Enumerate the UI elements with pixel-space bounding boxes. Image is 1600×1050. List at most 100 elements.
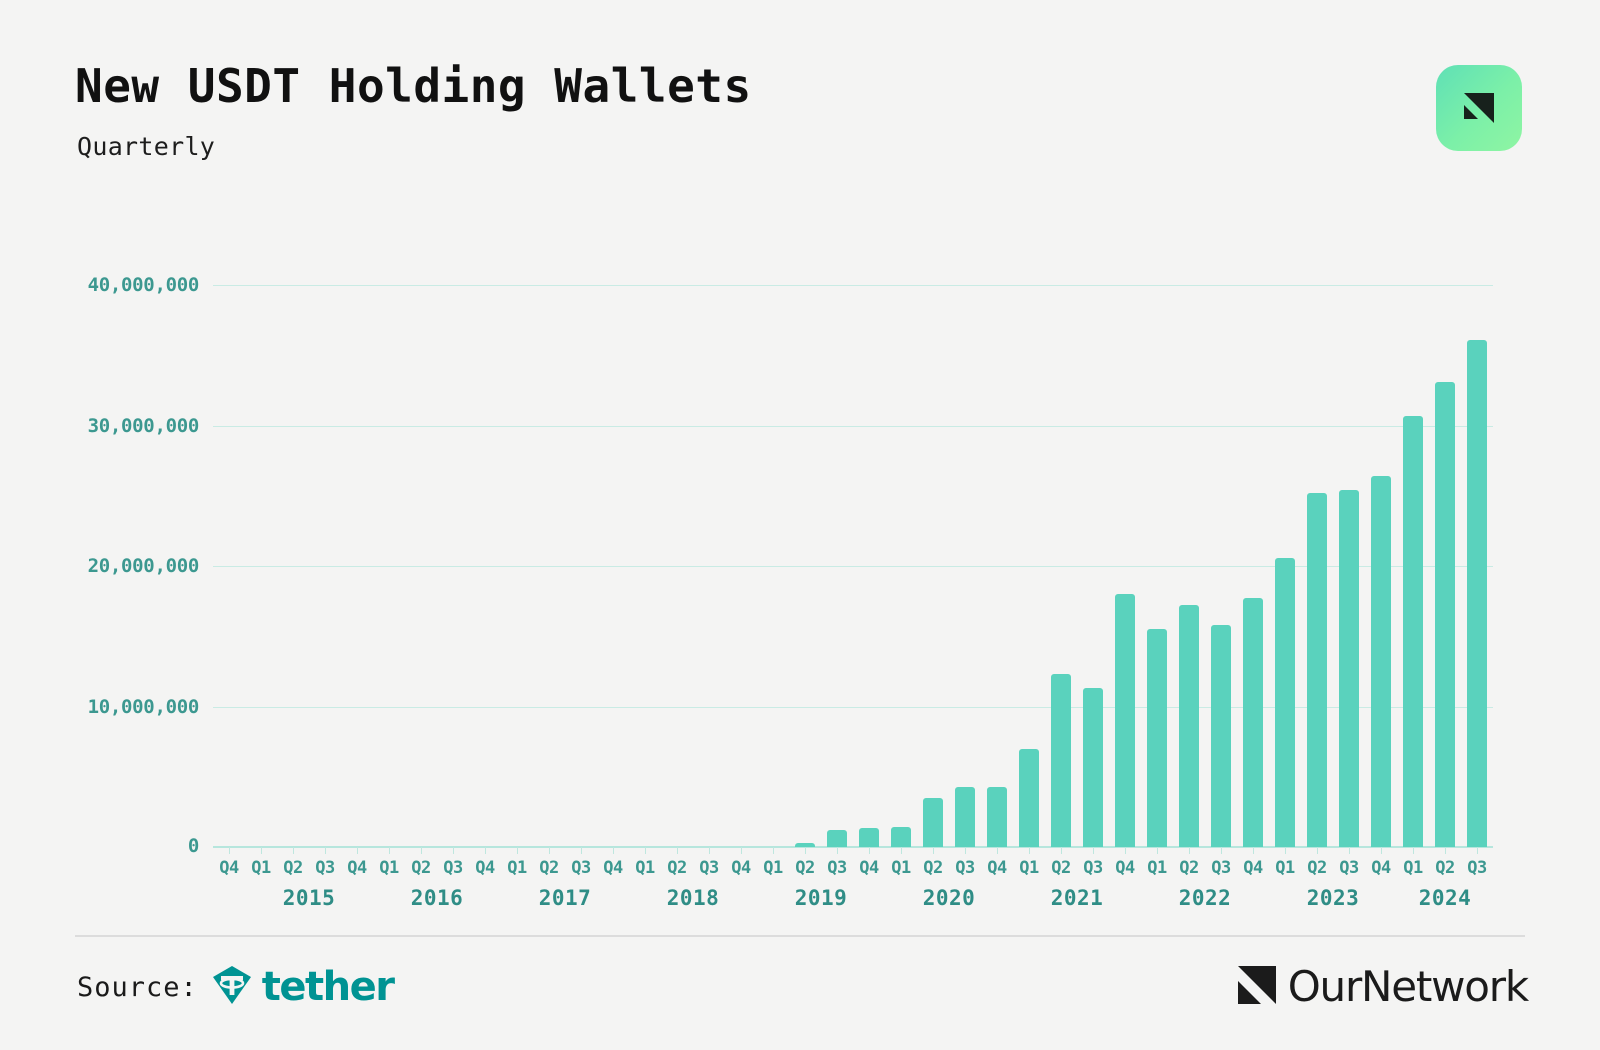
x-quarter-label: Q3: [827, 858, 847, 878]
bar[interactable]: [1211, 625, 1231, 847]
tether-wordmark: tether: [261, 964, 395, 1010]
bar[interactable]: [1307, 492, 1327, 847]
bar-slot: [309, 285, 341, 847]
bar[interactable]: [1371, 476, 1391, 847]
x-tick: [661, 847, 693, 857]
x-tick-mark: [965, 847, 966, 854]
x-tick: [1077, 847, 1109, 857]
gridline-30m: 30,000,000: [88, 415, 1493, 437]
gridline-10m: 10,000,000: [88, 696, 1493, 718]
x-tick: [693, 847, 725, 857]
bar[interactable]: [1435, 381, 1455, 847]
x-quarter-label: Q1: [891, 858, 911, 878]
bar[interactable]: [795, 842, 815, 847]
bar-slot: [1237, 285, 1269, 847]
bar[interactable]: [1019, 748, 1039, 847]
bar[interactable]: [1339, 490, 1359, 847]
bar-slot: [757, 285, 789, 847]
x-year-label: 2018: [666, 886, 720, 910]
x-quarter-label: Q3: [1467, 858, 1487, 878]
x-quarter-label: Q2: [667, 858, 687, 878]
x-year-label: 2020: [922, 886, 976, 910]
x-tick: [1173, 847, 1205, 857]
x-tick-mark: [581, 847, 582, 854]
bar[interactable]: [827, 830, 847, 847]
x-quarter-label: Q3: [699, 858, 719, 878]
bar[interactable]: [1179, 605, 1199, 847]
bar[interactable]: [1051, 674, 1071, 847]
x-tick-mark: [1157, 847, 1158, 854]
x-tick-mark: [293, 847, 294, 854]
x-quarter-label: Q2: [795, 858, 815, 878]
bar[interactable]: [1403, 415, 1423, 847]
x-year-label: 2024: [1418, 886, 1472, 910]
x-tick: [501, 847, 533, 857]
x-tick: [341, 847, 373, 857]
bar-slot: [565, 285, 597, 847]
x-quarter-label: Q4: [987, 858, 1007, 878]
x-tick-mark: [645, 847, 646, 854]
x-tick: [1205, 847, 1237, 857]
x-tick: [1397, 847, 1429, 857]
x-tick-mark: [901, 847, 902, 854]
bar-slot: [917, 285, 949, 847]
x-tick-mark: [389, 847, 390, 854]
x-tick: [1141, 847, 1173, 857]
page-title: New USDT Holding Wallets: [75, 59, 752, 113]
bar[interactable]: [1147, 629, 1167, 847]
bar-series: [213, 285, 1493, 847]
x-year-label: 2016: [410, 886, 464, 910]
x-quarter-label: Q3: [1339, 858, 1359, 878]
bar[interactable]: [987, 786, 1007, 847]
x-tick: [1461, 847, 1493, 857]
bar[interactable]: [923, 797, 943, 847]
x-tick-mark: [997, 847, 998, 854]
bar[interactable]: [1467, 339, 1487, 847]
x-quarter-label: Q4: [1371, 858, 1391, 878]
bar-slot: [533, 285, 565, 847]
x-tick: [1269, 847, 1301, 857]
bar[interactable]: [1083, 688, 1103, 847]
x-tick-mark: [1445, 847, 1446, 854]
bar-slot: [885, 285, 917, 847]
bar-slot: [437, 285, 469, 847]
bar-slot: [693, 285, 725, 847]
x-quarter-label: Q4: [859, 858, 879, 878]
x-quarter-label: Q4: [603, 858, 623, 878]
bar[interactable]: [1275, 557, 1295, 847]
bar[interactable]: [891, 827, 911, 847]
bar[interactable]: [955, 786, 975, 847]
ytick-label-0: 0: [187, 835, 199, 857]
x-quarter-label: Q1: [251, 858, 271, 878]
x-quarter-label: Q3: [1083, 858, 1103, 878]
x-quarter-label: Q1: [1403, 858, 1423, 878]
tether-logo-icon: [210, 963, 254, 1011]
x-tick-mark: [1221, 847, 1222, 854]
bar-slot: [629, 285, 661, 847]
gridline-40m: 40,000,000: [88, 274, 1493, 296]
x-tick: [981, 847, 1013, 857]
x-tick-mark: [869, 847, 870, 854]
x-tick: [1301, 847, 1333, 857]
x-axis-year-labels: 2015 2016 2017 2018 2019 2020 2021 2022 2023 2024: [213, 886, 1493, 916]
bar[interactable]: [859, 828, 879, 847]
bar[interactable]: [1243, 598, 1263, 847]
footer-divider: [75, 935, 1525, 937]
chart-subtitle: Quarterly: [77, 132, 216, 162]
x-tick-mark: [709, 847, 710, 854]
x-tick: [1237, 847, 1269, 857]
ournetwork-mark-icon: [1234, 962, 1280, 1012]
bar-slot: [1429, 285, 1461, 847]
bar[interactable]: [1115, 594, 1135, 847]
x-tick-mark: [325, 847, 326, 854]
bar-slot: [789, 285, 821, 847]
x-tick: [853, 847, 885, 857]
bar-slot: [373, 285, 405, 847]
x-quarter-label: Q1: [379, 858, 399, 878]
x-quarter-label: Q4: [347, 858, 367, 878]
x-quarter-label: Q3: [443, 858, 463, 878]
x-tick: [1045, 847, 1077, 857]
x-quarter-label: Q2: [923, 858, 943, 878]
x-tick: [1333, 847, 1365, 857]
